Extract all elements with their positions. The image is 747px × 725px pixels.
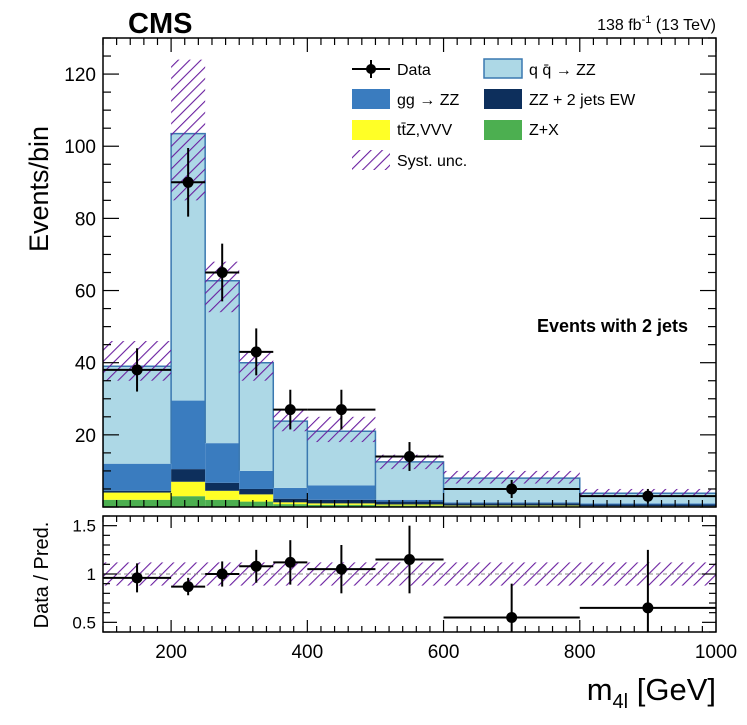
data-point-3 bbox=[239, 328, 274, 376]
bar-ggzz-bin-3 bbox=[239, 470, 274, 489]
bar-ttzvvv-bin-5 bbox=[307, 503, 376, 505]
ratio-point-4 bbox=[273, 540, 308, 585]
svg-text:tt̄Z,VVV: tt̄Z,VVV bbox=[397, 122, 452, 139]
legend-swatch-qqzz bbox=[483, 58, 523, 79]
x-tick-label-800: 800 bbox=[564, 642, 596, 663]
legend-entry-ggzz: gg → ZZ bbox=[352, 89, 459, 109]
legend-swatch-zzjjew bbox=[484, 89, 522, 109]
bar-ggzz-bin-4 bbox=[273, 487, 308, 499]
ratio-y-tick-label-0.5: 0.5 bbox=[72, 613, 96, 632]
legend-swatch-syst bbox=[352, 150, 390, 170]
y-tick-label-40: 40 bbox=[75, 354, 96, 375]
bar-ggzz-bin-1 bbox=[171, 400, 206, 470]
bar-zzjjew-bin-6 bbox=[375, 501, 444, 505]
bar-zzjjew-bin-4 bbox=[273, 498, 308, 503]
ratio-y-tick-label-1: 1 bbox=[87, 565, 96, 584]
category-annotation: Events with 2 jets bbox=[537, 316, 688, 336]
y-tick-label-100: 100 bbox=[64, 137, 96, 158]
data-point-7 bbox=[443, 479, 580, 498]
bar-zx-bin-5 bbox=[307, 504, 376, 507]
bar-ttzvvv-bin-2 bbox=[205, 490, 240, 500]
ratio-point-5 bbox=[307, 545, 376, 594]
data-point-6 bbox=[375, 442, 444, 471]
legend-entry-qqzz: q q̄ → ZZ bbox=[483, 58, 596, 79]
legend-entry-data: Data bbox=[352, 60, 431, 79]
bar-ggzz-bin-0 bbox=[103, 463, 172, 491]
data-point-1 bbox=[171, 148, 206, 217]
legend-entry-zx: Z+X bbox=[484, 120, 559, 140]
ratio-point-0 bbox=[103, 563, 172, 593]
x-tick-label-200: 200 bbox=[155, 642, 187, 663]
svg-text:gg → ZZ: gg → ZZ bbox=[397, 92, 459, 109]
legend-entry-ttzvvv: tt̄Z,VVV bbox=[352, 120, 452, 140]
svg-text:Data: Data bbox=[397, 62, 431, 79]
ratio-data-points bbox=[103, 525, 716, 632]
bar-ggzz-bin-5 bbox=[307, 485, 376, 500]
bar-zx-bin-0 bbox=[103, 499, 172, 507]
bar-ttzvvv-bin-4 bbox=[273, 502, 308, 505]
bar-ggzz-bin-6 bbox=[375, 499, 444, 502]
data-point-5 bbox=[307, 389, 376, 430]
ratio-point-2 bbox=[205, 561, 240, 587]
x-tick-label-1000: 1000 bbox=[695, 642, 737, 663]
y-tick-label-60: 60 bbox=[75, 282, 96, 303]
legend-entry-syst: Syst. unc. bbox=[352, 150, 467, 170]
bar-zzjjew-bin-0 bbox=[103, 490, 172, 493]
ratio-point-6 bbox=[375, 525, 444, 594]
lumi-label: 138 fb-1 (13 TeV) bbox=[597, 14, 716, 34]
bar-zzjjew-bin-5 bbox=[307, 499, 376, 504]
bar-ttzvvv-bin-0 bbox=[103, 492, 172, 500]
experiment-label: CMS bbox=[128, 8, 192, 40]
ratio-axes: 0.5 1 1.5 200 400 600 800 1000 bbox=[72, 515, 737, 663]
svg-text:ZZ + 2 jets EW: ZZ + 2 jets EW bbox=[529, 92, 636, 109]
bar-qqzz-bin-4 bbox=[273, 421, 308, 488]
x-tick-label-600: 600 bbox=[428, 642, 460, 663]
bar-zx-bin-3 bbox=[239, 501, 274, 507]
legend-entry-zzjjew: ZZ + 2 jets EW bbox=[484, 89, 636, 109]
x-tick-label-400: 400 bbox=[291, 642, 323, 663]
y-tick-label-20: 20 bbox=[75, 426, 96, 447]
bar-ttzvvv-bin-3 bbox=[239, 494, 274, 502]
x-axis-title: m4l [GeV] bbox=[587, 672, 716, 713]
ratio-y-axis-title: Data / Pred. bbox=[31, 522, 53, 629]
syst-band-bin-7 bbox=[443, 470, 580, 484]
y-axis-title: Events/bin bbox=[24, 126, 54, 252]
data-point-4 bbox=[273, 389, 308, 430]
bar-ttzvvv-bin-1 bbox=[171, 481, 206, 497]
bar-zx-bin-4 bbox=[273, 504, 308, 507]
ratio-point-3 bbox=[239, 549, 274, 583]
y-tick-label-80: 80 bbox=[75, 209, 96, 230]
bar-zzjjew-bin-3 bbox=[239, 488, 274, 495]
bar-ttzvvv-bin-6 bbox=[375, 504, 444, 506]
legend: Data q q̄ → ZZ gg → ZZ ZZ + 2 jets EW tt… bbox=[352, 58, 636, 170]
bar-zzjjew-bin-1 bbox=[171, 469, 206, 482]
bar-zx-bin-1 bbox=[171, 496, 206, 507]
data-points bbox=[103, 148, 716, 504]
svg-text:Z+X: Z+X bbox=[529, 122, 559, 139]
bar-zx-bin-2 bbox=[205, 499, 240, 507]
svg-text:q q̄ → ZZ: q q̄ → ZZ bbox=[529, 62, 596, 79]
legend-swatch-ggzz bbox=[352, 89, 390, 109]
data-point-0 bbox=[103, 348, 172, 392]
svg-text:Syst. unc.: Syst. unc. bbox=[397, 153, 467, 170]
legend-swatch-ttzvvv bbox=[352, 120, 390, 140]
ratio-point-1 bbox=[171, 577, 206, 596]
main-axes: 20 40 60 80 100 120 bbox=[64, 37, 717, 508]
y-tick-label-120: 120 bbox=[64, 65, 96, 86]
bar-zzjjew-bin-2 bbox=[205, 482, 240, 491]
data-point-2 bbox=[205, 243, 240, 302]
ratio-point-7 bbox=[443, 583, 580, 632]
ratio-point-8 bbox=[579, 549, 716, 632]
bar-ggzz-bin-2 bbox=[205, 443, 240, 483]
ratio-y-tick-label-1.5: 1.5 bbox=[72, 517, 96, 536]
legend-swatch-zx bbox=[484, 120, 522, 140]
